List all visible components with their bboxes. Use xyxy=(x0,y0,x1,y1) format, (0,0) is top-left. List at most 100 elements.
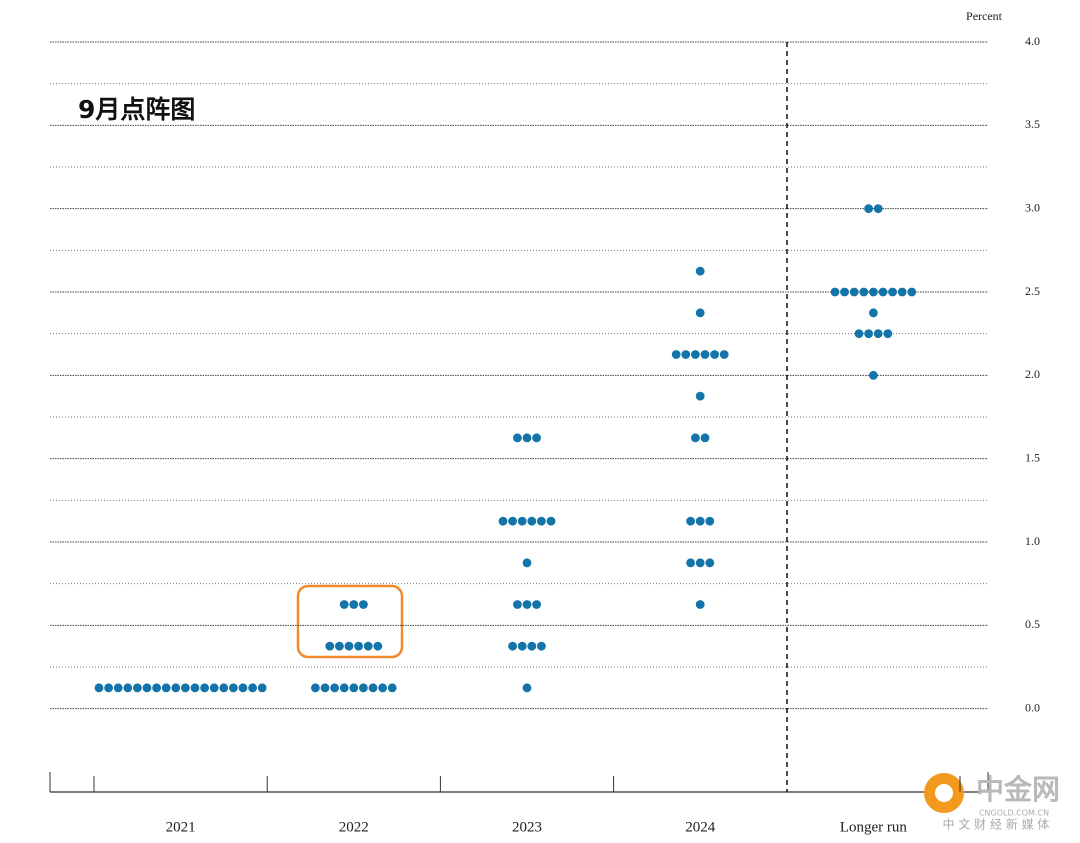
dot xyxy=(522,600,532,609)
dot xyxy=(104,683,113,693)
dot xyxy=(209,683,219,693)
y-tick-label: 0.5 xyxy=(1025,617,1040,631)
dot xyxy=(311,683,320,693)
dot xyxy=(695,391,705,401)
y-tick-label: 1.5 xyxy=(1025,450,1040,464)
dot xyxy=(349,683,359,693)
dot xyxy=(354,641,363,651)
dot xyxy=(133,683,142,693)
dot xyxy=(869,308,878,318)
dot xyxy=(691,433,700,443)
dot xyxy=(517,516,527,526)
x-tick-label: 2023 xyxy=(512,819,542,835)
dot xyxy=(219,683,229,693)
dot xyxy=(142,683,152,693)
dot xyxy=(869,370,878,380)
dot xyxy=(864,204,873,214)
dot xyxy=(522,558,532,568)
y-tick-label: 3.5 xyxy=(1025,117,1040,131)
dot xyxy=(248,683,257,693)
dot xyxy=(907,287,917,297)
chart-title: 9月点阵图 xyxy=(78,95,195,124)
y-tick-label: 3.0 xyxy=(1025,200,1040,214)
dot xyxy=(373,641,383,651)
dot xyxy=(854,329,864,339)
dot xyxy=(513,433,522,443)
dot xyxy=(883,329,893,339)
dot xyxy=(705,558,715,568)
dot xyxy=(508,516,517,526)
dot xyxy=(695,558,705,568)
dot xyxy=(498,516,508,526)
dot xyxy=(888,287,897,297)
dot xyxy=(537,516,546,526)
dot xyxy=(522,683,532,693)
dot xyxy=(532,600,541,609)
dot xyxy=(161,683,171,693)
dot xyxy=(113,683,123,693)
x-tick-label: Longer run xyxy=(840,819,908,835)
dot xyxy=(686,516,695,526)
dot xyxy=(349,600,359,609)
dot xyxy=(359,683,368,693)
y-axis-label: Percent xyxy=(966,9,1003,23)
dot xyxy=(344,641,354,651)
dot xyxy=(830,287,840,297)
dot xyxy=(238,683,248,693)
y-tick-label: 2.5 xyxy=(1025,284,1040,298)
dot xyxy=(517,641,527,651)
dot xyxy=(94,683,104,693)
logo xyxy=(935,784,953,802)
dot xyxy=(229,683,238,693)
dot xyxy=(705,516,715,526)
dot xyxy=(532,433,541,443)
watermark: 中金网 CNGOLD.COM.CN 中 文 财 经 新 媒 体 xyxy=(924,773,1060,832)
dot xyxy=(546,516,556,526)
dot xyxy=(339,683,349,693)
highlight-box xyxy=(296,584,404,659)
dot xyxy=(864,329,873,339)
dot xyxy=(527,641,537,651)
dot xyxy=(695,266,705,276)
dot xyxy=(873,204,883,214)
watermark-domain: CNGOLD.COM.CN xyxy=(979,809,1049,818)
dot xyxy=(359,600,368,609)
dot xyxy=(508,641,517,651)
y-tick-label: 1.0 xyxy=(1025,534,1040,548)
dot xyxy=(700,433,710,443)
dot xyxy=(171,683,181,693)
dot xyxy=(527,516,537,526)
dot xyxy=(522,433,532,443)
dot xyxy=(878,287,888,297)
dot xyxy=(363,641,373,651)
dot xyxy=(537,641,546,651)
dot xyxy=(671,350,681,359)
dot xyxy=(695,516,705,526)
y-tick-label: 0.0 xyxy=(1025,700,1040,714)
y-tick-label: 2.0 xyxy=(1025,367,1040,381)
dot xyxy=(325,641,335,651)
dot xyxy=(190,683,200,693)
dot xyxy=(387,683,397,693)
dot xyxy=(335,641,344,651)
dot xyxy=(368,683,378,693)
dot xyxy=(181,683,190,693)
dot xyxy=(513,600,522,609)
dot xyxy=(152,683,162,693)
dot xyxy=(686,558,695,568)
dot xyxy=(695,308,705,318)
dot xyxy=(378,683,387,693)
dot xyxy=(849,287,859,297)
dot xyxy=(257,683,267,693)
dot xyxy=(700,350,710,359)
dot xyxy=(719,350,729,359)
dot xyxy=(123,683,133,693)
dot xyxy=(695,600,705,609)
dot xyxy=(681,350,691,359)
watermark-brand: 中金网 xyxy=(976,773,1060,806)
x-tick-label: 2021 xyxy=(166,819,196,835)
dot xyxy=(869,287,878,297)
x-tick-label: 2022 xyxy=(339,819,369,835)
dot xyxy=(873,329,883,339)
dot xyxy=(897,287,907,297)
